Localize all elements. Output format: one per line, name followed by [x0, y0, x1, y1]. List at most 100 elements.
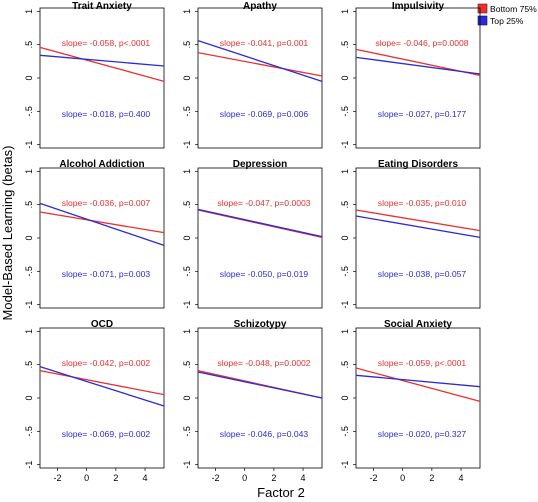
- fit-line-bottom-75: [355, 367, 481, 402]
- y-tick-label: 1: [24, 169, 34, 174]
- x-tick-label: -2: [369, 473, 377, 483]
- legend-swatch-top-25: [477, 15, 488, 26]
- y-tick-label: -.5: [340, 106, 350, 117]
- x-tick-label: 4: [459, 473, 464, 483]
- slope-label-bottom-75: slope= -0.042, p=0.002: [62, 358, 151, 368]
- panel-title: Trait Anxiety: [72, 1, 132, 12]
- y-tick-label: 1: [182, 9, 192, 14]
- fit-line-top-25: [197, 40, 323, 82]
- x-axis-label: Factor 2: [257, 485, 305, 500]
- y-tick-label: .5: [340, 361, 350, 369]
- slope-label-top-25: slope= -0.069, p=0.006: [220, 109, 309, 119]
- slope-label-bottom-75: slope= -0.059, p<.0001: [378, 358, 467, 368]
- x-tick-label: 0: [242, 473, 247, 483]
- fit-line-bottom-75: [39, 370, 165, 396]
- fit-line-top-25: [355, 215, 481, 238]
- fit-line-top-25: [355, 56, 481, 75]
- y-tick-label: 1: [340, 169, 350, 174]
- panel-title: OCD: [91, 319, 113, 330]
- slope-label-top-25: slope= -0.038, p=0.057: [378, 269, 467, 279]
- fit-line-top-25: [39, 202, 165, 246]
- panel-title: Impulsivity: [392, 1, 445, 12]
- panel-ocd: OCD -1 -.5 0 .5 1 -2 0 2 4 slope= -0.042, p=0.002 s…: [24, 319, 165, 483]
- y-tick-label: 1: [24, 329, 34, 334]
- y-tick-label: 0: [24, 395, 34, 400]
- y-tick-label: .5: [340, 41, 350, 49]
- panel-alcohol-addiction: Alcohol Addiction -1 -.5 0 .5 1 slope= -0.036,…: [24, 159, 165, 309]
- y-tick-label: 1: [24, 9, 34, 14]
- y-axis-label: Model-Based Learning (betas): [0, 146, 15, 321]
- y-tick-label: .5: [24, 361, 34, 369]
- panel-impulsivity: Impulsivity -1 -.5 0 .5 1 slope= -0.046, p=0.0…: [340, 1, 481, 149]
- fit-line-top-25: [197, 371, 323, 399]
- y-tick-label: -1: [340, 301, 350, 309]
- y-tick-label: .5: [182, 201, 192, 209]
- fit-line-top-25: [197, 208, 323, 238]
- slope-label-top-25: slope= -0.018, p=0.400: [62, 109, 151, 119]
- legend-label-top-25: Top 25%: [490, 16, 524, 26]
- panel-schizotypy: Schizotypy -1 -.5 0 .5 1 -2 0 2 4 slope= -0.048, p…: [182, 319, 323, 483]
- panel-frame: [355, 327, 481, 469]
- panel-frame: [197, 7, 323, 149]
- fit-line-top-25: [355, 374, 481, 388]
- fit-line-bottom-75: [197, 209, 323, 238]
- panel-frame: [355, 167, 481, 309]
- y-tick-label: 0: [182, 395, 192, 400]
- y-tick-label: -.5: [340, 426, 350, 437]
- y-tick-label: 1: [340, 9, 350, 14]
- y-tick-label: -.5: [340, 266, 350, 277]
- slope-label-bottom-75: slope= -0.036, p=0.007: [62, 198, 151, 208]
- y-tick-label: .5: [24, 201, 34, 209]
- panel-frame: [39, 167, 165, 309]
- x-tick-label: 2: [113, 473, 118, 483]
- x-tick-label: 0: [400, 473, 405, 483]
- panel-title: Apathy: [243, 1, 277, 12]
- panel-title: Eating Disorders: [378, 159, 458, 170]
- x-tick-label: -2: [211, 473, 219, 483]
- y-tick-label: 0: [340, 75, 350, 80]
- panel-frame: [39, 327, 165, 469]
- y-tick-label: .5: [340, 201, 350, 209]
- y-tick-label: 0: [340, 395, 350, 400]
- y-tick-label: -1: [182, 301, 192, 309]
- x-tick-label: 4: [143, 473, 148, 483]
- y-tick-label: -1: [182, 461, 192, 469]
- x-tick-label: 2: [271, 473, 276, 483]
- fit-line-bottom-75: [355, 209, 481, 232]
- y-tick-label: .5: [182, 361, 192, 369]
- y-tick-label: 0: [182, 235, 192, 240]
- y-tick-label: -1: [340, 461, 350, 469]
- y-tick-label: 0: [182, 75, 192, 80]
- x-tick-label: 0: [84, 473, 89, 483]
- panel-frame: [197, 327, 323, 469]
- slope-label-bottom-75: slope= -0.047, p=0.0003: [217, 198, 310, 208]
- y-tick-label: 0: [24, 235, 34, 240]
- panel-social-anxiety: Social Anxiety -1 -.5 0 .5 1 -2 0 2 4 slope= -0.05…: [340, 319, 481, 483]
- x-tick-label: 2: [429, 473, 434, 483]
- slope-label-bottom-75: slope= -0.048, p=0.0002: [217, 358, 310, 368]
- panel-frame: [39, 7, 165, 149]
- panel-apathy: Apathy -1 -.5 0 .5 1 slope= -0.041, p=0.001 slo…: [182, 1, 323, 149]
- y-tick-label: -.5: [24, 266, 34, 277]
- y-tick-label: -.5: [24, 426, 34, 437]
- panel-title: Depression: [233, 159, 287, 170]
- y-tick-label: -.5: [24, 106, 34, 117]
- y-tick-label: -.5: [182, 426, 192, 437]
- y-tick-label: 0: [24, 75, 34, 80]
- panel-frame: [355, 7, 481, 149]
- y-tick-label: -1: [24, 141, 34, 149]
- slope-label-top-25: slope= -0.050, p=0.019: [220, 269, 309, 279]
- y-tick-label: -1: [24, 301, 34, 309]
- fit-line-top-25: [39, 54, 165, 67]
- slope-label-top-25: slope= -0.027, p=0.177: [378, 109, 467, 119]
- y-tick-label: -.5: [182, 106, 192, 117]
- y-tick-label: .5: [24, 41, 34, 49]
- y-tick-label: 1: [182, 169, 192, 174]
- legend-label-bottom-75: Bottom 75%: [490, 4, 537, 14]
- y-tick-label: -1: [182, 141, 192, 149]
- y-tick-label: 1: [182, 329, 192, 334]
- fit-line-bottom-75: [197, 52, 323, 77]
- legend: Bottom 75% Top 25%: [477, 3, 537, 26]
- slope-label-top-25: slope= -0.020, p=0.327: [378, 429, 467, 439]
